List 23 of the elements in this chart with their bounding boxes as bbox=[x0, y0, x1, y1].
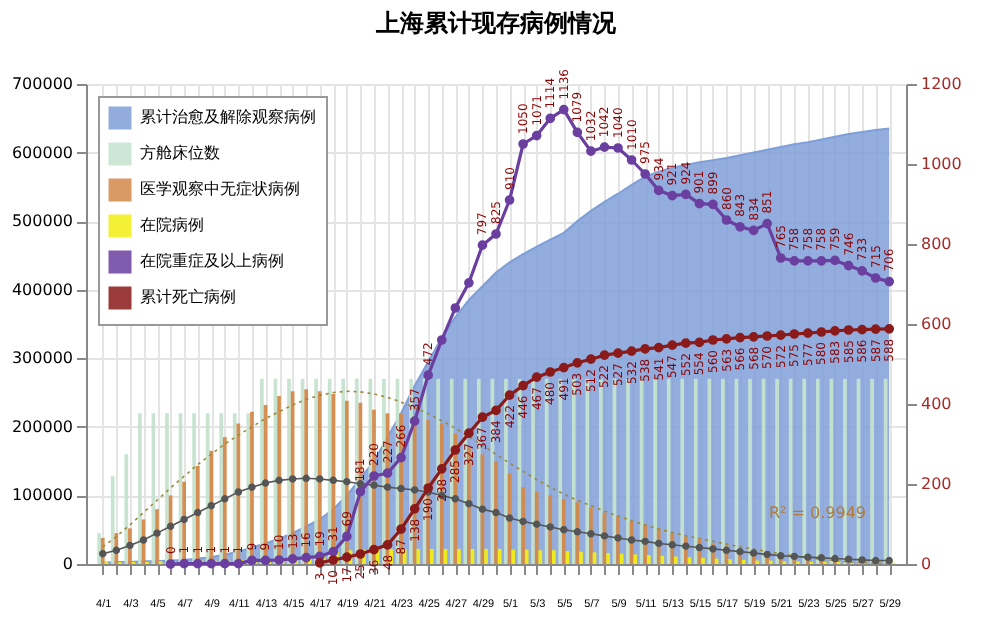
y-tick-label: 400000 bbox=[11, 280, 73, 299]
y2-tick-label: 600 bbox=[921, 315, 952, 333]
y2-tick-label: 1200 bbox=[921, 75, 962, 93]
y-tick-label: 300000 bbox=[11, 349, 73, 368]
chart-title: 上海累计现存病例情况 bbox=[374, 9, 618, 38]
y2-tick-label: 1000 bbox=[921, 155, 962, 173]
y2-tick-label: 200 bbox=[921, 475, 952, 493]
annotation: R² = 0.9949 bbox=[768, 504, 866, 522]
y-tick-label: 500000 bbox=[11, 212, 73, 231]
y-tick-label: 200000 bbox=[11, 417, 73, 436]
y-tick-label: 100000 bbox=[11, 486, 73, 505]
legend-label: 方舱床位数 bbox=[140, 144, 220, 162]
legend-label: 累计治愈及解除观察病例 bbox=[140, 108, 316, 126]
legend-label: 累计死亡病例 bbox=[140, 288, 236, 306]
y-tick-label: 700000 bbox=[11, 75, 73, 93]
y2-tick-label: 800 bbox=[921, 235, 952, 253]
legend-label: 在院病例 bbox=[140, 216, 204, 234]
y-tick-label: 0 bbox=[62, 555, 73, 573]
legend-label: 在院重症及以上病例 bbox=[140, 252, 284, 270]
y2-tick-label: 0 bbox=[921, 555, 932, 573]
y2-tick-label: 400 bbox=[921, 395, 952, 413]
legend-label: 医学观察中无症状病例 bbox=[140, 180, 300, 198]
y-tick-label: 600000 bbox=[11, 143, 73, 162]
